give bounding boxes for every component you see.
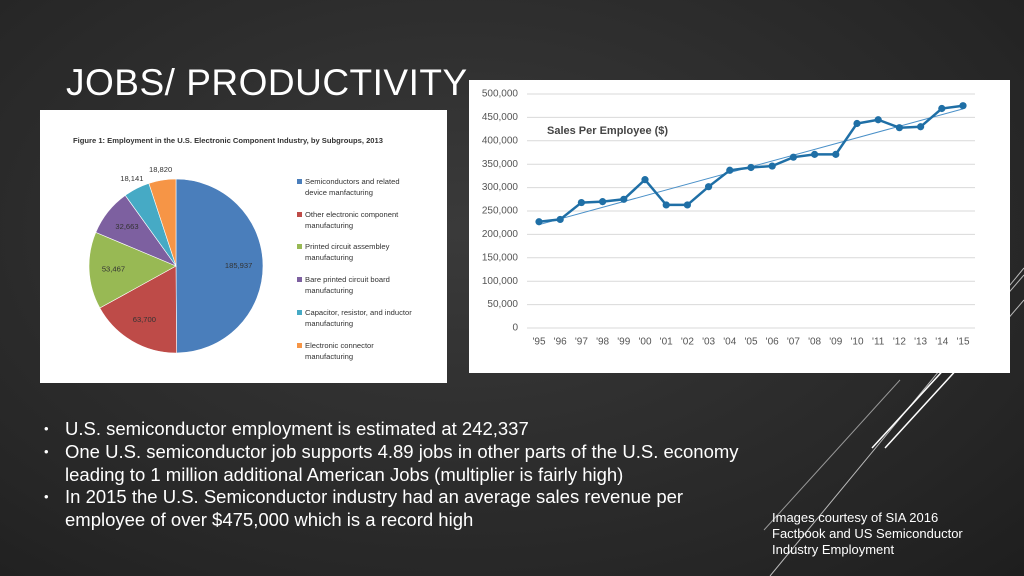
y-tick-label: 350,000 — [482, 159, 519, 170]
legend-text: Capacitor, resistor, and inductor manufa… — [305, 307, 412, 328]
x-tick-label: '10 — [850, 337, 863, 348]
x-tick-label: '06 — [766, 337, 779, 348]
x-tick-label: '96 — [554, 337, 567, 348]
data-point — [705, 183, 713, 191]
data-point — [768, 162, 776, 170]
x-tick-label: '11 — [872, 337, 885, 348]
legend-swatch — [297, 309, 302, 315]
legend-text: Electronic connector manufacturing — [305, 340, 374, 361]
bullet: One U.S. semiconductor job supports 4.89… — [44, 441, 744, 487]
legend-swatch — [297, 179, 302, 184]
data-point — [895, 124, 903, 132]
y-tick-label: 150,000 — [482, 252, 519, 263]
data-point — [789, 153, 797, 161]
data-point — [599, 198, 607, 206]
data-point — [620, 195, 628, 203]
y-tick-label: 50,000 — [487, 299, 518, 310]
y-tick-label: 200,000 — [482, 229, 519, 240]
pie-slice — [175, 178, 264, 354]
x-tick-label: '01 — [660, 337, 673, 348]
y-tick-label: 300,000 — [482, 182, 519, 193]
x-tick-label: '98 — [596, 337, 609, 348]
data-point — [938, 104, 946, 113]
pie-chart: Figure 1: Employment in the U.S. Electro… — [73, 136, 383, 354]
data-point — [683, 201, 691, 209]
data-label: 32,663 — [115, 222, 138, 231]
data-point — [832, 150, 840, 158]
data-point — [662, 201, 670, 209]
image-credit: Images courtesy of SIA 2016 Factbook and… — [772, 510, 963, 557]
x-tick-label: '95 — [532, 337, 545, 348]
data-point — [726, 166, 734, 174]
data-label: 63,700 — [133, 315, 156, 324]
chart-title: Sales Per Employee ($) — [547, 125, 668, 137]
data-label: 18,820 — [149, 165, 172, 174]
bullet: In 2015 the U.S. Semiconductor industry … — [44, 486, 744, 532]
y-tick-label: 500,000 — [482, 89, 519, 100]
x-tick-label: '04 — [723, 337, 736, 348]
data-point — [556, 215, 564, 224]
legend-swatch — [297, 277, 302, 283]
legend-text: Semiconductors and related device manfac… — [305, 177, 400, 197]
y-tick-label: 100,000 — [482, 276, 519, 287]
data-point — [577, 198, 585, 207]
data-point — [917, 123, 925, 131]
y-tick-label: 0 — [512, 323, 518, 334]
x-tick-label: '03 — [702, 337, 715, 348]
data-point — [811, 150, 819, 158]
x-tick-label: '14 — [935, 337, 948, 348]
x-tick-label: '08 — [808, 337, 821, 348]
line-chart: Sales Per Employee ($) 0 50,000 100,000 150… — [482, 89, 975, 348]
bullet: U.S. semiconductor employment is estimat… — [44, 418, 744, 441]
pie-slice — [88, 231, 177, 309]
line-chart-panel: Sales Per Employee ($) 0 50,000 100,000 150… — [469, 80, 1010, 373]
legend-text: Printed circuit assembley manufacturing — [305, 242, 390, 263]
legend-text: Other electronic component manufacturing — [305, 209, 399, 230]
pie-chart-panel: Figure 1: Employment in the U.S. Electro… — [40, 110, 447, 383]
x-tick-label: '12 — [893, 337, 906, 348]
x-tick-label: '13 — [914, 337, 927, 348]
chart-title: Figure 1: Employment in the U.S. Electro… — [73, 136, 383, 145]
x-tick-label: '02 — [681, 337, 694, 348]
y-tick-label: 450,000 — [482, 112, 519, 123]
data-point — [874, 116, 882, 124]
legend-text: Bare printed circuit board manufacturing — [305, 275, 390, 296]
legend-swatch — [297, 342, 302, 348]
y-tick-label: 250,000 — [482, 206, 519, 217]
x-tick-label: '99 — [617, 337, 630, 348]
x-tick-label: '07 — [787, 337, 800, 348]
data-point — [747, 163, 755, 172]
y-tick-label: 400,000 — [482, 135, 519, 146]
x-tick-label: '97 — [575, 337, 588, 348]
slide-title: JOBS/ PRODUCTIVITY — [66, 62, 468, 103]
pie-slice — [148, 178, 177, 267]
data-point — [535, 218, 543, 226]
data-label: 18,141 — [120, 174, 143, 183]
x-tick-label: '09 — [829, 337, 842, 348]
data-point — [959, 102, 967, 110]
legend-swatch — [297, 211, 302, 217]
legend-swatch — [297, 244, 302, 250]
bullet-list: U.S. semiconductor employment is estimat… — [44, 418, 744, 532]
pie-slice — [99, 265, 177, 354]
data-point — [641, 176, 649, 184]
data-point — [853, 119, 861, 128]
data-label: 185,937 — [225, 261, 252, 270]
x-tick-label: '00 — [638, 337, 651, 348]
data-label: 53,467 — [102, 264, 125, 273]
x-tick-label: '15 — [956, 337, 969, 348]
x-tick-label: '05 — [744, 337, 757, 348]
